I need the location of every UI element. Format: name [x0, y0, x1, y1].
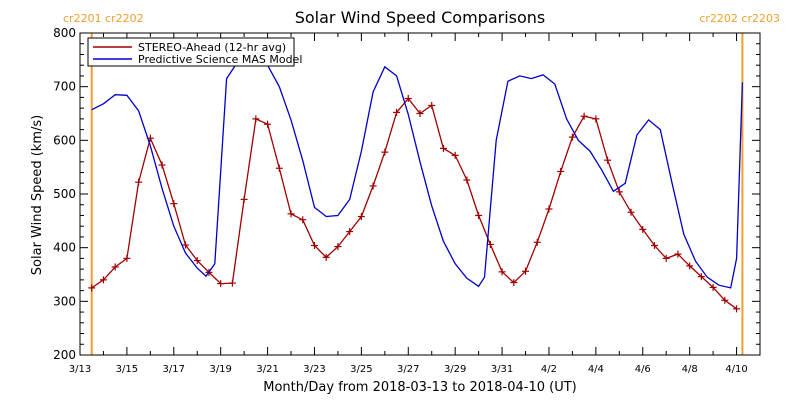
x-tick-label: 3/17	[163, 364, 185, 375]
x-axis-ticks: 3/13 3/15 3/17 3/19 3/21 3/23 3/25 3/27 3/29 3/31…	[69, 33, 748, 375]
x-tick-label: 3/19	[209, 364, 231, 375]
data-point	[627, 208, 635, 216]
data-point	[240, 195, 248, 203]
y-tick-label: 500	[53, 187, 76, 201]
data-point	[451, 151, 459, 159]
data-point	[193, 257, 201, 265]
data-point	[486, 240, 494, 248]
data-point	[381, 148, 389, 156]
data-point	[650, 242, 658, 250]
data-point	[592, 115, 600, 123]
data-point	[439, 144, 447, 152]
data-point	[182, 241, 190, 249]
data-point	[346, 228, 354, 236]
data-point	[510, 279, 518, 287]
carrington-marker-label: cr2201 cr2202	[63, 12, 144, 25]
data-point	[580, 112, 588, 120]
legend: STEREO-Ahead (12-hr avg)Predictive Scien…	[87, 37, 302, 67]
data-point	[697, 273, 705, 281]
data-point	[615, 188, 623, 196]
x-tick-label: 3/21	[256, 364, 278, 375]
data-point	[264, 120, 272, 128]
series-line-1	[91, 58, 744, 289]
x-tick-label: 4/2	[541, 364, 557, 375]
data-point	[310, 242, 318, 250]
y-axis-label: Solar Wind Speed (km/s)	[30, 115, 45, 275]
data-point	[498, 268, 506, 276]
plot-frame	[79, 32, 761, 356]
data-point	[416, 110, 424, 117]
x-tick-label: 3/13	[69, 364, 91, 375]
y-tick-label: 200	[53, 348, 76, 362]
x-tick-label: 4/4	[588, 364, 604, 375]
y-axis-ticks: 200 300 400 500 600 700 800	[53, 26, 760, 362]
data-point	[475, 211, 483, 219]
y-tick-label: 600	[53, 133, 76, 147]
data-point	[662, 254, 670, 262]
data-point	[88, 284, 96, 292]
data-point	[522, 267, 530, 275]
x-tick-label: 3/29	[444, 364, 466, 375]
data-point	[322, 253, 330, 261]
data-point	[557, 167, 565, 175]
data-point	[733, 305, 741, 313]
data-point	[709, 283, 717, 291]
data-point	[533, 238, 541, 246]
x-tick-label: 4/8	[682, 364, 698, 375]
data-point	[674, 250, 682, 258]
data-point	[428, 101, 436, 109]
x-tick-label: 3/15	[116, 364, 138, 375]
x-axis-label: Month/Day from 2018-03-13 to 2018-04-10 …	[263, 380, 576, 395]
legend-box	[87, 37, 295, 67]
data-point	[369, 182, 377, 190]
x-tick-label: 3/27	[397, 364, 419, 375]
data-point	[135, 178, 143, 186]
series-line-0	[91, 97, 737, 310]
data-point	[287, 210, 295, 218]
data-point	[228, 279, 236, 287]
data-point	[217, 280, 225, 288]
data-point	[334, 243, 342, 251]
y-tick-label: 700	[53, 80, 76, 94]
data-point	[721, 296, 729, 304]
data-point	[123, 254, 131, 262]
chart-title: Solar Wind Speed Comparisons	[295, 8, 546, 27]
series-layer	[88, 58, 744, 313]
data-point	[299, 216, 307, 224]
data-point	[275, 164, 283, 172]
legend-label-1: Predictive Science MAS Model	[138, 53, 302, 66]
data-point	[170, 200, 178, 208]
data-point	[99, 276, 107, 284]
y-tick-label: 400	[53, 241, 76, 255]
x-tick-label: 3/31	[491, 364, 513, 375]
data-point	[357, 213, 365, 221]
legend-label-0: STEREO-Ahead (12-hr avg)	[138, 41, 286, 54]
x-tick-label: 4/6	[635, 364, 651, 375]
x-tick-label: 4/10	[725, 364, 747, 375]
x-tick-label: 3/23	[303, 364, 325, 375]
data-point	[158, 161, 166, 169]
data-point	[604, 156, 612, 164]
y-tick-label: 300	[53, 294, 76, 308]
data-point	[404, 94, 412, 102]
x-tick-label: 3/25	[350, 364, 372, 375]
data-point	[568, 133, 576, 141]
data-point	[111, 263, 119, 271]
data-point	[686, 262, 694, 270]
carrington-markers: cr2201 cr2202 cr2202 cr2203	[63, 12, 780, 355]
data-point	[463, 176, 471, 184]
data-point	[252, 115, 260, 123]
carrington-marker-label: cr2202 cr2203	[699, 12, 780, 25]
y-tick-label: 800	[53, 26, 76, 40]
data-point	[393, 108, 401, 116]
data-point	[545, 205, 553, 213]
data-point	[639, 225, 647, 233]
